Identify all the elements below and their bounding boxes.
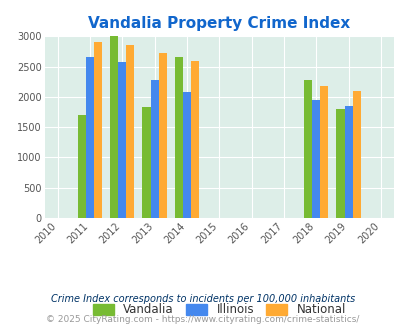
Bar xyxy=(150,80,158,218)
Bar xyxy=(336,109,344,218)
Bar xyxy=(320,86,328,218)
Bar xyxy=(94,42,102,218)
Bar xyxy=(190,60,198,218)
Legend: Vandalia, Illinois, National: Vandalia, Illinois, National xyxy=(89,300,349,320)
Bar xyxy=(311,100,320,218)
Text: Crime Index corresponds to incidents per 100,000 inhabitants: Crime Index corresponds to incidents per… xyxy=(51,294,354,304)
Title: Vandalia Property Crime Index: Vandalia Property Crime Index xyxy=(88,16,350,31)
Bar xyxy=(118,62,126,218)
Bar xyxy=(158,53,166,218)
Bar xyxy=(142,107,150,218)
Bar xyxy=(352,91,360,218)
Text: © 2025 CityRating.com - https://www.cityrating.com/crime-statistics/: © 2025 CityRating.com - https://www.city… xyxy=(46,315,359,324)
Bar xyxy=(344,106,352,218)
Bar xyxy=(110,36,118,218)
Bar xyxy=(126,45,134,218)
Bar xyxy=(303,80,311,218)
Bar xyxy=(182,92,190,218)
Bar xyxy=(78,115,86,218)
Bar xyxy=(175,57,182,218)
Bar xyxy=(86,57,94,218)
